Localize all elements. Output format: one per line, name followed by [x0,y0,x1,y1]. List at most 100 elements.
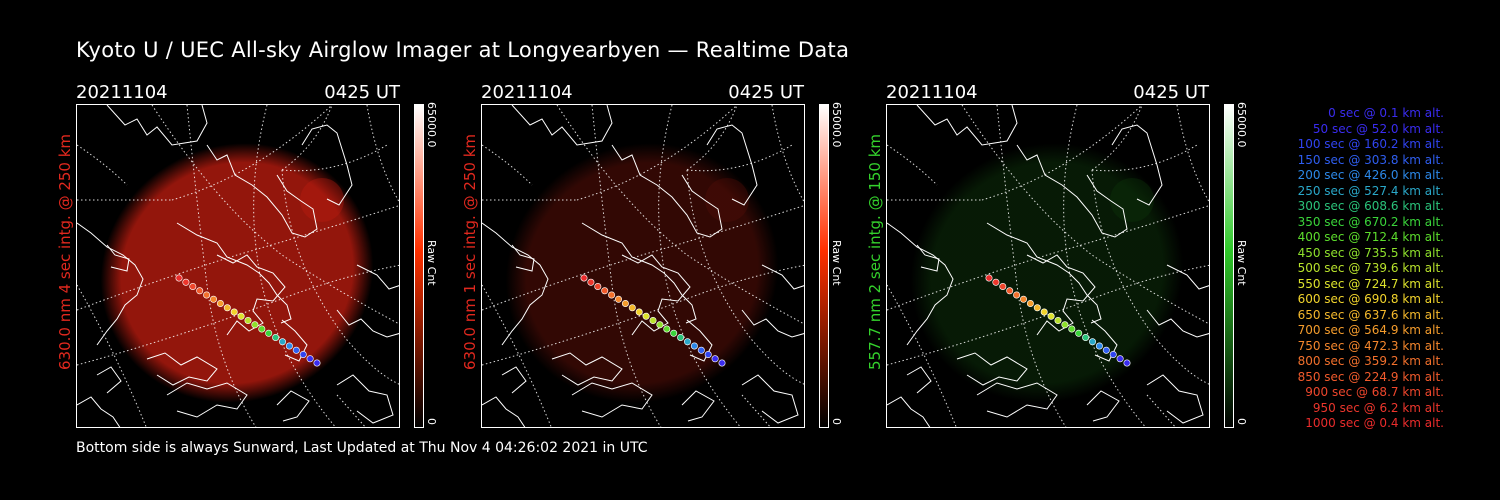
coastline [1111,124,1163,206]
colorbar [414,104,424,428]
trajectory-point [244,317,252,325]
trajectory-point [1123,359,1131,367]
graticule-line [281,105,399,385]
trajectory-legend: 0 sec @ 0.1 km alt. 50 sec @ 52.0 km alt.… [1262,106,1444,432]
trajectory-point [223,304,231,312]
graticule-line [1063,105,1147,427]
coastline [176,222,292,324]
trajectory-point [985,274,993,282]
coastline [1026,254,1096,336]
colorbar-max: 65000.0 [425,102,438,148]
colorbar-unit: Raw Cnt [1235,240,1248,286]
legend-row: 850 sec @ 224.9 km alt. [1297,369,1444,384]
coastline [741,309,804,338]
trajectory-point [1089,338,1097,346]
trajectory-point [1013,291,1021,299]
legend-row: 950 sec @ 6.2 km alt. [1312,400,1444,415]
trajectory-point [704,351,712,359]
trajectory-point [1068,325,1076,333]
trajectory-point [1116,355,1124,363]
trajectory-point [258,325,266,333]
colorbar-min: 0 [830,418,843,425]
trajectory-point [580,274,588,282]
trajectory-point [1026,300,1034,308]
trajectory-point [697,346,705,354]
allsky-map [481,104,805,428]
trajectory-point [203,291,211,299]
coastline [276,390,310,422]
coastline [887,396,931,427]
graticule-line [887,284,957,427]
coastline [1146,309,1209,338]
trajectory-point [313,359,321,367]
coastline [581,222,697,324]
trajectory-point [601,287,609,295]
coastline [511,105,613,146]
coastline [611,144,723,238]
legend-row: 300 sec @ 608.6 km alt. [1297,199,1444,213]
legend-row: 200 sec @ 426.0 km alt. [1297,168,1444,182]
coastline [77,396,121,427]
trajectory-point [628,304,636,312]
trajectory-point [1040,308,1048,316]
colorbar [1224,104,1234,428]
coastline [551,352,623,386]
trajectory-point [196,287,204,295]
coastline [77,222,144,346]
trajectory-point [216,300,224,308]
panel-time: 0425 UT [728,82,804,103]
page-title: Kyoto U / UEC All-sky Airglow Imager at … [76,38,850,62]
trajectory-point [1006,287,1014,295]
graticule-line [887,105,1143,201]
panel-ylabel: 557.7 nm 2 sec intg. @ 150 km [866,133,884,370]
legend-row: 550 sec @ 724.7 km alt. [1297,276,1444,291]
trajectory-point [663,325,671,333]
graticule-line [887,264,1209,366]
coastline [106,105,208,146]
trajectory-point [265,329,273,337]
graticule-line [336,394,366,427]
trajectory-point [635,308,643,316]
coastline [741,374,799,424]
coastline [216,254,286,336]
colorbar [819,104,829,428]
airglow-field [505,143,779,403]
trajectory-point [621,300,629,308]
trajectory-point [656,321,664,329]
coastline [1146,374,1204,424]
graticule-line [253,105,337,427]
trajectory-point [1095,342,1103,350]
airglow-field [910,143,1184,403]
coastline [501,366,527,394]
graticule-line [186,105,257,427]
coastline [146,352,218,386]
graticule-line [887,205,1209,311]
colorbar-min: 0 [425,418,438,425]
graticule-line [77,144,128,186]
trajectory-point [1082,334,1090,342]
trajectory-point [1075,329,1083,337]
coastline [916,105,1018,146]
coastline [956,352,1028,386]
map-svg [482,105,804,427]
trajectory-point [999,283,1007,291]
graticule-line [887,144,938,186]
graticule-line [482,105,738,201]
legend-row: 1000 sec @ 0.4 km alt. [1305,416,1444,430]
graticule-line [482,264,804,366]
colorbar-max: 65000.0 [830,102,843,148]
trajectory-point [1109,351,1117,359]
coastline [482,396,526,427]
coastline [166,382,248,418]
colorbar-min: 0 [1235,418,1248,425]
footer-note: Bottom side is always Sunward, Last Upda… [76,440,648,456]
legend-row: 600 sec @ 690.8 km alt. [1297,292,1444,306]
panel-ylabel: 630.0 nm 4 sec intg. @ 250 km [56,133,74,370]
legend-row: 150 sec @ 303.8 km alt. [1297,152,1444,167]
coastline [976,382,1058,418]
legend-row: 700 sec @ 564.9 km alt. [1297,323,1444,337]
trajectory-point [670,329,678,337]
legend-row: 900 sec @ 68.7 km alt. [1305,385,1444,399]
coastline [986,222,1102,324]
graticule-line [77,105,333,201]
